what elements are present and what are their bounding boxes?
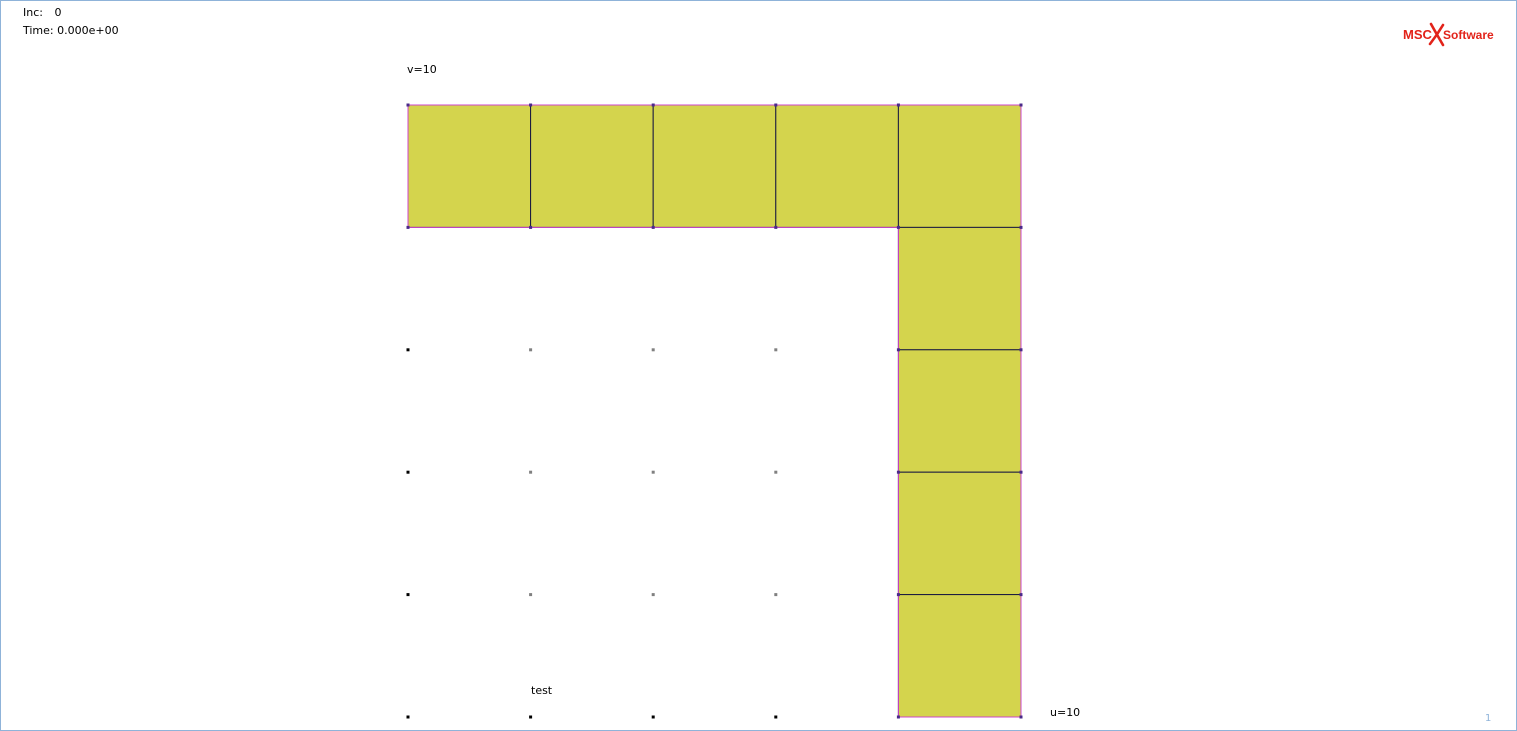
mesh-node[interactable] bbox=[896, 593, 900, 597]
mesh-node[interactable] bbox=[406, 715, 410, 719]
mesh-element[interactable] bbox=[897, 594, 1022, 718]
logo-brand-text: MSC bbox=[1403, 27, 1433, 42]
mesh-node[interactable] bbox=[774, 225, 778, 229]
logo-x-mark bbox=[1428, 22, 1445, 47]
mesh-node[interactable] bbox=[896, 103, 900, 107]
mesh-node[interactable] bbox=[774, 348, 778, 352]
msc-software-logo: MSC Software bbox=[1403, 22, 1494, 47]
time-value: 0.000e+00 bbox=[57, 24, 119, 37]
mesh-element[interactable] bbox=[897, 349, 1022, 473]
increment-label: Inc: bbox=[23, 6, 43, 19]
mesh-node[interactable] bbox=[896, 470, 900, 474]
mesh-node[interactable] bbox=[406, 470, 410, 474]
mesh-element[interactable] bbox=[652, 104, 777, 228]
mesh-node[interactable] bbox=[651, 593, 655, 597]
mesh-node[interactable] bbox=[651, 470, 655, 474]
mesh-node[interactable] bbox=[529, 103, 533, 107]
mesh-node[interactable] bbox=[1019, 593, 1023, 597]
logo-product-text: Software bbox=[1443, 28, 1494, 42]
mesh-element[interactable] bbox=[407, 104, 532, 228]
mesh-element[interactable] bbox=[897, 104, 1022, 228]
mesh-node[interactable] bbox=[651, 715, 655, 719]
nodes-layer bbox=[406, 103, 1023, 719]
mesh-element[interactable] bbox=[775, 104, 899, 228]
mesh-element[interactable] bbox=[897, 471, 1022, 596]
mesh-node[interactable] bbox=[406, 593, 410, 597]
annotation-label: test bbox=[531, 684, 553, 697]
elements-layer bbox=[407, 104, 1022, 718]
mesh-node[interactable] bbox=[896, 348, 900, 352]
u-axis-label: u=10 bbox=[1050, 706, 1081, 719]
mesh-node[interactable] bbox=[1019, 715, 1023, 719]
mesh-node[interactable] bbox=[651, 348, 655, 352]
mesh-element[interactable] bbox=[530, 104, 654, 228]
mesh-node[interactable] bbox=[651, 225, 655, 229]
mesh-node[interactable] bbox=[406, 103, 410, 107]
mesh-node[interactable] bbox=[529, 715, 533, 719]
mesh-node[interactable] bbox=[529, 348, 533, 352]
mesh-node[interactable] bbox=[774, 593, 778, 597]
mesh-node[interactable] bbox=[529, 225, 533, 229]
mesh-node[interactable] bbox=[774, 103, 778, 107]
mesh-node[interactable] bbox=[529, 593, 533, 597]
mesh-node[interactable] bbox=[406, 348, 410, 352]
mesh-node[interactable] bbox=[1019, 225, 1023, 229]
mesh-element[interactable] bbox=[897, 226, 1022, 351]
mesh-node[interactable] bbox=[1019, 348, 1023, 352]
mesh-node[interactable] bbox=[774, 470, 778, 474]
mesh-node[interactable] bbox=[406, 225, 410, 229]
increment-readout: Inc: 0 bbox=[23, 6, 62, 19]
time-label: Time: bbox=[23, 24, 54, 37]
mesh-node[interactable] bbox=[1019, 470, 1023, 474]
page-number: 1 bbox=[1485, 713, 1492, 724]
mesh-node[interactable] bbox=[896, 225, 900, 229]
time-readout: Time: 0.000e+00 bbox=[23, 24, 119, 37]
mesh-node[interactable] bbox=[529, 470, 533, 474]
increment-value: 0 bbox=[54, 6, 62, 19]
mesh-node[interactable] bbox=[1019, 103, 1023, 107]
mesh-node[interactable] bbox=[896, 715, 900, 719]
mesh-node[interactable] bbox=[774, 715, 778, 719]
mesh-node[interactable] bbox=[651, 103, 655, 107]
v-axis-label: v=10 bbox=[407, 63, 437, 76]
